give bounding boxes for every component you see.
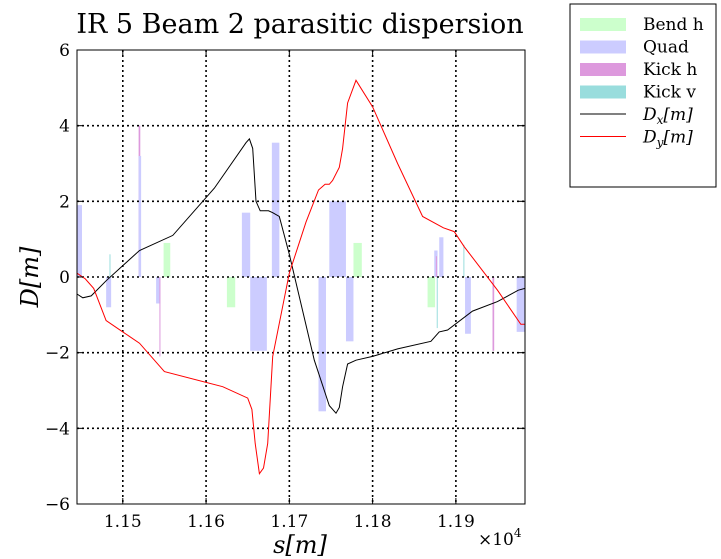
- kickv-bar: [463, 244, 465, 277]
- y-tick-label: 6: [59, 41, 70, 61]
- y-axis-label-text: D[m]: [16, 246, 44, 308]
- legend-swatch: [580, 40, 626, 54]
- grid-lines: [77, 50, 525, 504]
- legend-label-sub: x: [657, 113, 664, 127]
- legend-label: Dx[m]: [642, 105, 693, 127]
- kickv-bar: [436, 277, 438, 329]
- y-tick-label: 2: [59, 192, 70, 212]
- y-tick-label: −2: [45, 344, 70, 364]
- quad-bar: [77, 205, 82, 277]
- quad-bar: [516, 277, 525, 332]
- legend-label: Bend h: [643, 15, 704, 35]
- quad-bar: [329, 201, 346, 277]
- tick-labels: 1.15 1.16 1.17 1.18 1.19 −6 −4 −2 0 2 4 6: [45, 41, 475, 532]
- legend-label-sub: y: [656, 136, 664, 150]
- legend-label-main: D: [642, 128, 657, 148]
- series-lines: [76, 79, 526, 475]
- legend-swatch: [580, 63, 626, 76]
- x-multiplier: ×104: [478, 526, 522, 550]
- y-tick-label: 0: [59, 268, 70, 288]
- x-tick-label: 1.15: [104, 512, 142, 532]
- series-line: [76, 79, 525, 475]
- quad-bar: [271, 142, 280, 277]
- kickv-bar: [109, 254, 111, 277]
- quad-bar: [106, 277, 112, 308]
- quad-bar: [434, 250, 438, 277]
- x-multiplier-base: ×10: [478, 530, 514, 550]
- quad-bar: [250, 277, 267, 351]
- legend-swatch: [580, 18, 626, 31]
- bend-bar: [353, 242, 362, 277]
- legend-label: Kick h: [643, 60, 697, 80]
- series-line: [76, 137, 526, 415]
- quad-bar: [465, 277, 471, 334]
- legend-swatch: [580, 85, 626, 99]
- legend-label: Kick v: [643, 83, 696, 103]
- quad-bar: [241, 212, 251, 277]
- quad-bar: [156, 277, 161, 304]
- legend-label-unit: [m]: [663, 105, 693, 125]
- kickh-bar: [435, 256, 437, 277]
- quad-bar: [345, 277, 354, 342]
- kickh-bar: [159, 277, 161, 357]
- chart-title: IR 5 Beam 2 parasitic dispersion: [76, 9, 523, 40]
- bend-bar: [226, 277, 236, 308]
- quad-bar: [138, 155, 142, 277]
- quad-bar: [439, 237, 444, 277]
- legend-label: Quad: [643, 38, 689, 58]
- element-bars: [77, 125, 525, 412]
- legend-label-main: D: [642, 105, 657, 125]
- x-tick-label: 1.17: [270, 512, 308, 532]
- kickh-bar: [492, 277, 495, 351]
- y-tick-label: 4: [59, 117, 70, 137]
- y-tick-label: −4: [45, 419, 70, 439]
- x-multiplier-exp: 4: [514, 526, 522, 540]
- legend-label-unit: [m]: [663, 128, 693, 148]
- x-tick-label: 1.18: [354, 512, 392, 532]
- x-axis-label: s[m]: [273, 531, 327, 559]
- x-tick-label: 1.19: [437, 512, 475, 532]
- tick-marks: [77, 49, 525, 505]
- x-tick-label: 1.16: [187, 512, 225, 532]
- quad-bar: [318, 277, 326, 412]
- y-axis-label: D[m]: [16, 246, 44, 308]
- bend-bar: [427, 277, 436, 308]
- x-axis-label-text: s[m]: [273, 531, 327, 559]
- legend-label: Dy[m]: [642, 128, 693, 150]
- y-tick-label: −6: [45, 495, 70, 515]
- bend-bar: [163, 242, 171, 277]
